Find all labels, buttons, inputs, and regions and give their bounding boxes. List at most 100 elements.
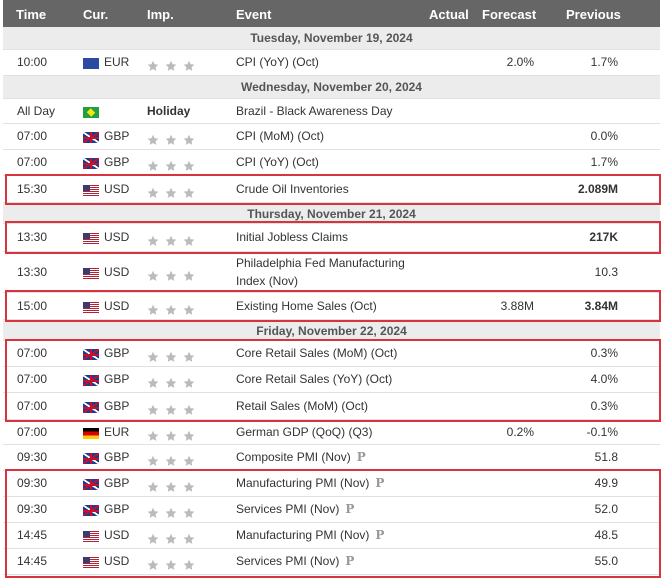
star-icon — [165, 187, 177, 199]
table-row[interactable]: 13:30 USD Initial Jobless Claims 217K — [3, 224, 660, 252]
holiday-label: Holiday — [147, 104, 191, 118]
previous-cell: 2.089M — [577, 182, 618, 196]
table-row[interactable]: 07:00 EUR German GDP (QoQ) (Q3) 0.2% -0.1% — [3, 420, 660, 445]
time-cell: 09:30 — [17, 450, 48, 464]
preliminary-icon: P — [345, 502, 355, 516]
table-row[interactable]: 07:00 GBP Retail Sales (MoM) (Oct) 0.3% — [3, 393, 660, 420]
date-label: Friday, November 22, 2024 — [256, 324, 407, 338]
star-icon — [183, 134, 195, 146]
event-name[interactable]: CPI (MoM) (Oct) — [236, 129, 324, 143]
star-icon — [147, 270, 159, 282]
flag-gb-icon — [83, 349, 99, 360]
currency-cell: USD — [104, 265, 130, 279]
event-name-text: Composite PMI (Nov) — [236, 450, 351, 464]
star-icon — [183, 304, 195, 316]
star-icon — [183, 187, 195, 199]
importance-stars — [147, 233, 201, 247]
previous-cell: 55.0 — [594, 554, 618, 568]
star-icon — [165, 559, 177, 571]
importance-stars — [147, 302, 201, 316]
event-name[interactable]: Retail Sales (MoM) (Oct) — [236, 399, 368, 413]
star-icon — [165, 134, 177, 146]
table-row[interactable]: 07:00 GBP Core Retail Sales (MoM) (Oct) 0.3… — [3, 341, 660, 367]
header-time[interactable]: Time — [16, 7, 47, 22]
event-name[interactable]: Brazil - Black Awareness Day — [236, 104, 393, 118]
table-row[interactable]: 07:00 GBP CPI (YoY) (Oct) 1.7% — [3, 150, 660, 176]
event-name[interactable]: Composite PMI (Nov) P — [236, 450, 366, 464]
star-icon — [147, 559, 159, 571]
currency-cell: USD — [104, 299, 130, 313]
table-row[interactable]: 13:30 USD Philadelphia Fed Manufacturing In… — [3, 252, 660, 293]
table-row[interactable]: 14:45 USD Services PMI (Nov) P 55.0 — [3, 549, 660, 575]
star-icon — [183, 481, 195, 493]
flag-us-icon — [83, 185, 99, 196]
event-name[interactable]: Services PMI (Nov) P — [236, 554, 354, 568]
event-name-text: CPI (YoY) (Oct) — [236, 155, 319, 169]
star-icon — [147, 377, 159, 389]
importance-stars — [147, 268, 201, 282]
event-name[interactable]: CPI (YoY) (Oct) — [236, 155, 319, 169]
previous-cell: 52.0 — [594, 502, 618, 516]
star-icon — [165, 270, 177, 282]
event-name-text: Manufacturing PMI (Nov) — [236, 476, 370, 490]
importance-stars — [147, 505, 201, 519]
flag-us-icon — [83, 268, 99, 279]
event-name[interactable]: CPI (YoY) (Oct) — [236, 55, 319, 69]
importance-stars — [147, 132, 201, 146]
previous-cell: 4.0% — [590, 372, 618, 386]
time-cell: 13:30 — [17, 230, 48, 244]
event-name[interactable]: Philadelphia Fed Manufacturing Index (Nov… — [236, 254, 405, 290]
flag-gb-icon — [83, 479, 99, 490]
event-name[interactable]: Manufacturing PMI (Nov) P — [236, 528, 384, 542]
previous-cell: 10.3 — [594, 265, 618, 279]
star-icon — [165, 404, 177, 416]
event-name-text: Services PMI (Nov) — [236, 554, 340, 568]
header-importance[interactable]: Imp. — [147, 7, 174, 22]
event-name-line: Philadelphia Fed Manufacturing — [236, 256, 405, 270]
star-icon — [165, 507, 177, 519]
event-name-text: Brazil - Black Awareness Day — [236, 104, 393, 118]
star-icon — [165, 160, 177, 172]
date-row: Friday, November 22, 2024 — [3, 320, 660, 341]
event-name[interactable]: Manufacturing PMI (Nov) P — [236, 476, 384, 490]
event-name-text: Manufacturing PMI (Nov) — [236, 528, 370, 542]
header-previous[interactable]: Previous — [566, 7, 621, 22]
table-row[interactable]: 15:00 USD Existing Home Sales (Oct) 3.88M 3.… — [3, 293, 660, 320]
event-name-text: Retail Sales (MoM) (Oct) — [236, 399, 369, 413]
previous-cell: 49.9 — [594, 476, 618, 490]
previous-cell: 1.7% — [590, 55, 618, 69]
table-row[interactable]: 09:30 GBP Composite PMI (Nov) P 51.8 — [3, 445, 660, 471]
event-name[interactable]: German GDP (QoQ) (Q3) — [236, 425, 372, 439]
time-cell: 07:00 — [17, 346, 48, 360]
previous-cell: 0.0% — [590, 129, 618, 143]
star-icon — [183, 160, 195, 172]
header-currency[interactable]: Cur. — [83, 7, 109, 22]
event-name[interactable]: Services PMI (Nov) P — [236, 502, 354, 516]
time-cell: 07:00 — [17, 425, 48, 439]
star-icon — [165, 351, 177, 363]
header-forecast[interactable]: Forecast — [482, 7, 537, 22]
star-icon — [183, 430, 195, 442]
event-name[interactable]: Initial Jobless Claims — [236, 230, 348, 244]
event-name[interactable]: Core Retail Sales (YoY) (Oct) — [236, 372, 392, 386]
table-row[interactable]: 14:45 USD Manufacturing PMI (Nov) P 48.5 — [3, 523, 660, 549]
event-name[interactable]: Crude Oil Inventories — [236, 182, 349, 196]
currency-cell: GBP — [104, 129, 130, 143]
star-icon — [147, 187, 159, 199]
table-row[interactable]: 09:30 GBP Manufacturing PMI (Nov) P 49.9 — [3, 471, 660, 497]
header-actual[interactable]: Actual — [429, 7, 469, 22]
currency-cell: GBP — [104, 502, 130, 516]
star-icon — [165, 533, 177, 545]
star-icon — [183, 404, 195, 416]
event-name[interactable]: Existing Home Sales (Oct) — [236, 299, 377, 313]
table-row[interactable]: 07:00 GBP CPI (MoM) (Oct) 0.0% — [3, 124, 660, 150]
table-row[interactable]: All Day Holiday Brazil - Black Awareness D… — [3, 99, 660, 124]
star-icon — [165, 455, 177, 467]
table-row[interactable]: 15:30 USD Crude Oil Inventories 2.089M — [3, 176, 660, 203]
currency-cell: GBP — [104, 476, 130, 490]
header-event[interactable]: Event — [236, 7, 272, 22]
table-row[interactable]: 10:00 EUR CPI (YoY) (Oct) 2.0% 1.7% — [3, 50, 660, 76]
event-name[interactable]: Core Retail Sales (MoM) (Oct) — [236, 346, 397, 360]
table-row[interactable]: 09:30 GBP Services PMI (Nov) P 52.0 — [3, 497, 660, 523]
table-row[interactable]: 07:00 GBP Core Retail Sales (YoY) (Oct) 4.0… — [3, 367, 660, 393]
